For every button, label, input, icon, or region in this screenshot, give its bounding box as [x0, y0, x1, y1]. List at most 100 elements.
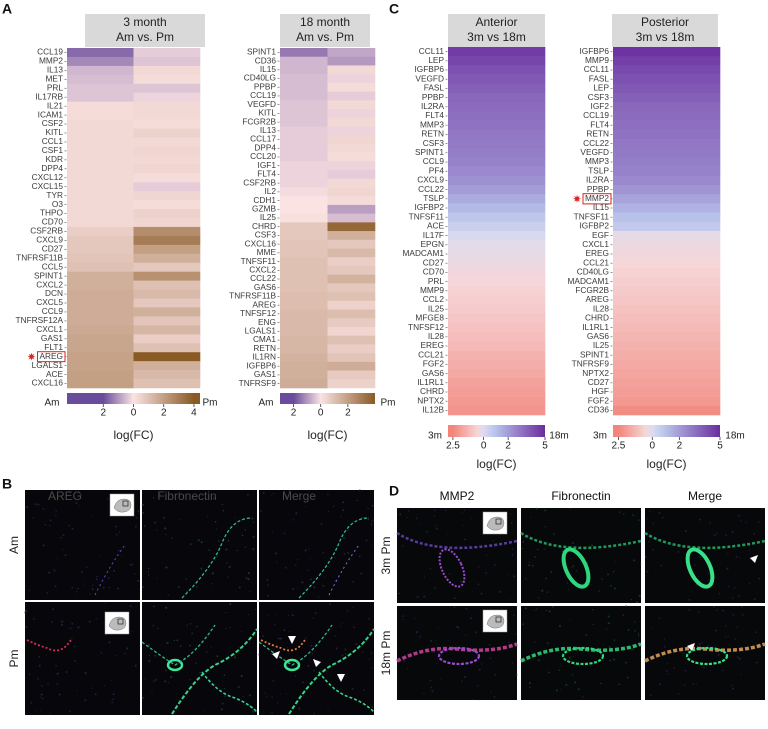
speckle: [524, 607, 527, 610]
speckle: [223, 674, 226, 677]
heatmap-cell: [133, 235, 201, 246]
row-label: IL17RB: [35, 91, 63, 101]
speckle: [308, 548, 310, 550]
speckle: [691, 651, 694, 653]
speckle: [38, 655, 41, 658]
speckle: [682, 652, 685, 655]
heatmap-cell: [280, 126, 328, 136]
row-label: RETN: [586, 129, 609, 139]
speckle: [41, 697, 44, 700]
speckle: [42, 544, 45, 547]
row-label: CXCL1: [582, 239, 609, 249]
speckle: [236, 549, 239, 552]
row-label: CCL22: [418, 184, 444, 194]
row-label: HGF: [591, 386, 609, 396]
heatmap-cell: [133, 137, 201, 147]
speckle: [534, 641, 536, 643]
speckle: [34, 503, 37, 506]
speckle: [222, 509, 225, 512]
speckle: [152, 625, 154, 627]
row-label: CXCL9: [36, 235, 63, 245]
speckle: [165, 534, 167, 536]
heatmap-cell: [327, 335, 376, 345]
row-label: IL25: [593, 340, 610, 350]
speckle: [565, 683, 568, 686]
speckle: [435, 527, 438, 530]
colorbar-title: log(FC): [646, 457, 686, 471]
row-label: CXCL16: [245, 238, 277, 248]
speckle: [473, 698, 475, 700]
speckle: [461, 512, 463, 514]
heatmap-cell: [613, 194, 721, 204]
speckle: [343, 537, 346, 540]
speckle: [263, 711, 265, 713]
heatmap-cell: [133, 155, 201, 165]
speckle: [310, 644, 313, 647]
speckle: [734, 587, 736, 589]
speckle: [76, 690, 78, 692]
speckle: [513, 614, 515, 616]
speckle: [297, 559, 299, 561]
fiber: [181, 517, 253, 599]
speckle: [406, 516, 408, 519]
speckle: [460, 580, 463, 583]
speckle: [447, 639, 449, 641]
speckle: [356, 499, 358, 502]
heatmap-cell: [67, 361, 134, 371]
speckle: [271, 494, 273, 496]
speckle: [287, 614, 289, 617]
speckle: [537, 597, 540, 599]
speckle: [143, 525, 146, 527]
row-label: IL1RL1: [417, 377, 444, 387]
row-label: VEGFD: [247, 99, 276, 109]
row-label: CD40LG: [244, 73, 276, 83]
speckle: [217, 540, 220, 542]
speckle: [727, 586, 730, 588]
row-label: KITL: [45, 127, 63, 137]
speckle: [284, 566, 287, 569]
colorbar-tick-label: 5: [717, 441, 723, 452]
heatmap-cell: [133, 101, 201, 111]
heatmap-cell: [448, 166, 546, 177]
speckle: [156, 529, 158, 531]
speckle: [635, 515, 637, 517]
heatmap-cell: [67, 325, 134, 335]
speckle: [622, 614, 625, 616]
heatmap-cell: [327, 353, 376, 363]
speckle: [637, 632, 640, 634]
row-label: IGFBP6: [579, 46, 609, 56]
speckle: [74, 659, 77, 662]
speckle: [305, 506, 307, 508]
speckle: [700, 664, 702, 666]
speckle: [423, 576, 426, 579]
speckle: [334, 635, 336, 637]
speckle: [543, 548, 545, 550]
colorbar-left-label: Am: [45, 398, 60, 409]
speckle: [649, 694, 652, 696]
heatmap-cell: [67, 119, 134, 129]
speckle: [148, 659, 151, 662]
speckle: [47, 683, 49, 685]
speckle: [698, 556, 701, 559]
speckle: [762, 507, 764, 510]
colorbar-tick-label: 2: [291, 408, 297, 419]
heatmap-cell: [67, 110, 134, 120]
speckle: [279, 693, 281, 695]
panel-label: D: [389, 483, 399, 499]
speckle: [362, 689, 365, 691]
row-label: IL2RA: [586, 175, 610, 185]
speckle: [463, 675, 467, 678]
speckle: [129, 564, 132, 566]
speckle: [470, 517, 472, 519]
heatmap-cell: [280, 100, 328, 110]
colorbar-tick-label: 2: [100, 408, 106, 419]
colorbar-tick-label: 0: [318, 408, 324, 419]
speckle: [108, 586, 111, 589]
speckle: [577, 688, 580, 691]
heatmap-cell: [448, 396, 546, 407]
speckle: [25, 626, 28, 629]
speckle: [80, 493, 83, 496]
speckle: [137, 579, 140, 582]
vessel: [166, 658, 184, 672]
